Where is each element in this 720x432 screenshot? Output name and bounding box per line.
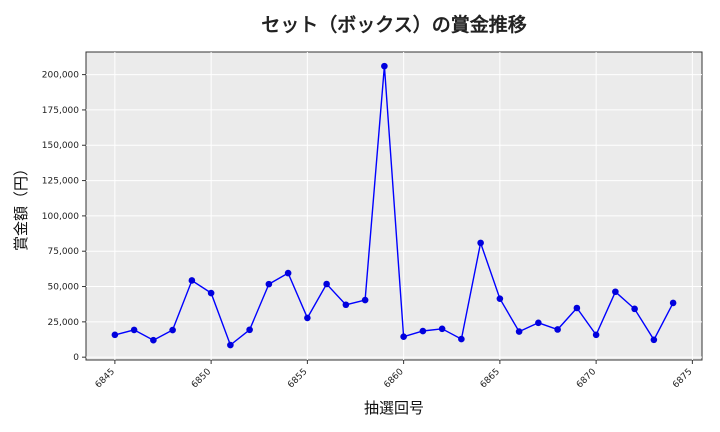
data-point [111,331,119,339]
data-point [361,296,369,304]
data-point [150,336,157,344]
y-axis-ticks: 0 25,000 50,000 75,000 100,000 125,000 150,000… [42,71,86,363]
grid-lines [86,52,702,360]
y-axis-label: 賞金額（円） [12,161,30,251]
chart-title: セット（ボックス）の賞金推移 [261,13,526,36]
x-tick-label: 6855 [286,367,309,390]
x-tick-label: 6845 [94,367,117,390]
y-tick-label: 0 [73,353,79,363]
data-point [400,333,407,340]
series-line [114,66,674,347]
x-tick-label: 6865 [479,367,502,390]
y-tick-label: 25,000 [48,318,80,328]
data-point [515,328,523,335]
x-axis-ticks: 6845 6850 6855 6860 6865 6870 6875 [94,360,694,390]
y-tick-label: 175,000 [42,106,79,116]
data-point [169,326,176,334]
y-tick-label: 150,000 [42,141,79,151]
data-point [573,304,581,312]
x-tick-label: 6870 [575,367,598,390]
y-tick-label: 50,000 [48,283,80,293]
data-point [284,269,292,277]
data-point [265,280,273,288]
data-point [631,305,638,313]
data-point [458,335,465,343]
x-tick-label: 6850 [190,367,213,390]
y-tick-label: 75,000 [48,247,80,257]
data-point [207,289,215,297]
x-tick-label: 6875 [671,367,694,390]
y-tick-label: 100,000 [42,212,79,222]
data-point [477,239,484,247]
data-point [304,314,311,322]
data-point [592,331,600,339]
y-tick-label: 125,000 [42,177,79,187]
data-point [188,277,196,284]
data-point [342,301,350,309]
data-point [419,327,427,335]
data-point [227,341,234,349]
data-point [323,280,330,288]
x-axis-label: 抽選回号 [364,399,424,417]
x-tick-label: 6860 [382,367,405,390]
data-point [381,62,388,70]
data-point [246,326,253,334]
data-point [554,326,561,333]
data-point [612,288,619,296]
data-point [535,319,542,327]
series-prize [111,62,677,349]
data-point [130,326,138,334]
data-point [650,336,658,344]
data-point [438,325,446,333]
data-point [669,299,677,307]
data-point [496,295,504,302]
y-tick-label: 200,000 [42,71,79,81]
